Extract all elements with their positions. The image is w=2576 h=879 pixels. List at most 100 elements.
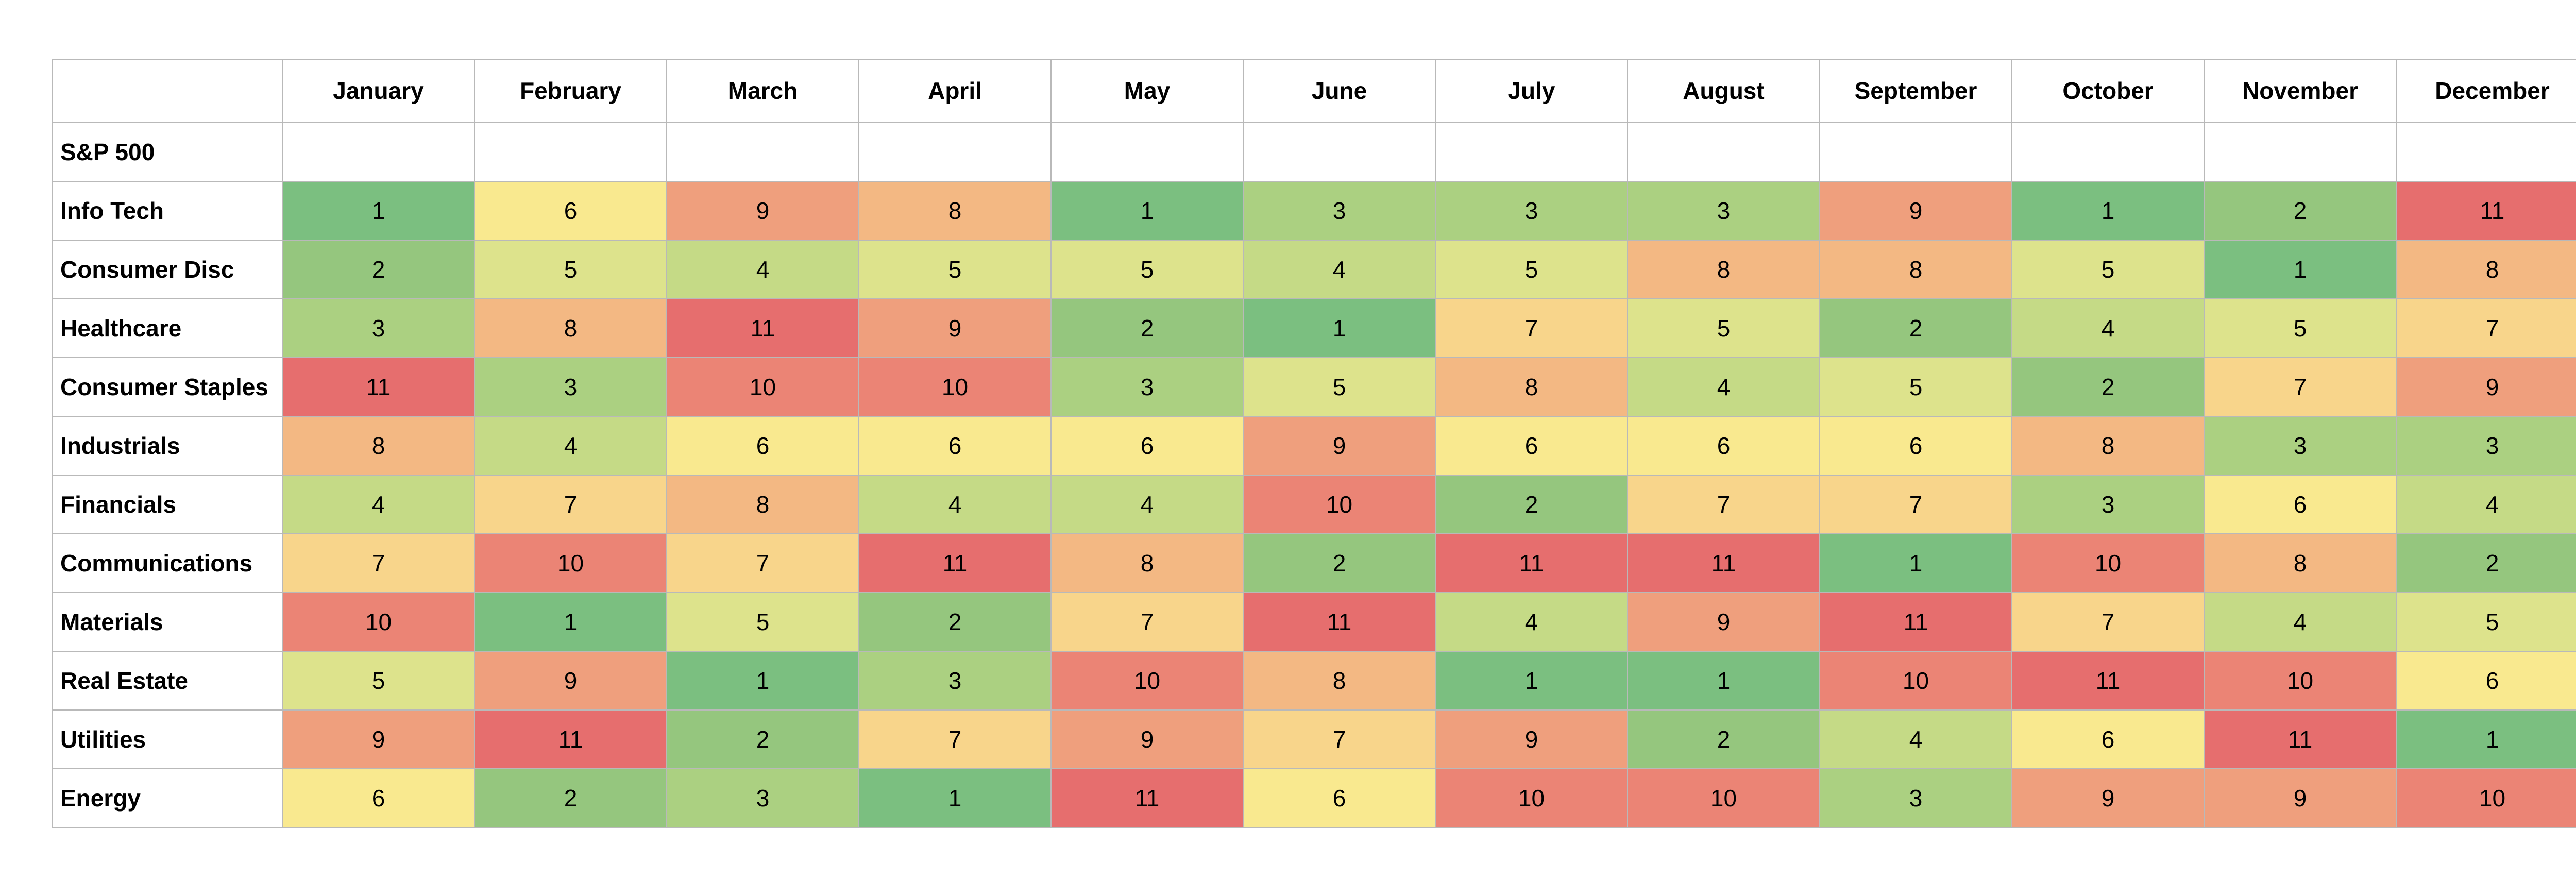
heatmap-cell: 10 <box>2396 768 2576 828</box>
column-header-january: January <box>282 59 475 123</box>
index-cell-january <box>282 122 475 182</box>
heatmap-cell: 3 <box>1050 357 1244 417</box>
index-cell-july <box>1435 122 1628 182</box>
heatmap-cell: 7 <box>1627 475 1820 534</box>
heatmap-cell: 6 <box>858 416 1052 476</box>
heatmap-cell: 5 <box>474 240 667 299</box>
heatmap-cell: 6 <box>474 181 667 241</box>
table-row: Industrials 8 4 6 6 6 9 6 6 6 8 3 3 <box>52 416 2576 476</box>
heatmap-cell: 5 <box>2396 592 2576 652</box>
index-cell-october <box>2011 122 2205 182</box>
index-cell-november <box>2204 122 2397 182</box>
heatmap-cell: 2 <box>2011 357 2205 417</box>
heatmap-cell: 3 <box>1243 181 1436 241</box>
heatmap-cell: 6 <box>2011 709 2205 769</box>
heatmap-cell: 3 <box>2011 475 2205 534</box>
heatmap-cell: 8 <box>2396 240 2576 299</box>
table-row: Healthcare 3 8 11 9 2 1 7 5 2 4 5 7 <box>52 298 2576 358</box>
heatmap-cell: 6 <box>1435 416 1628 476</box>
heatmap-cell: 1 <box>1050 181 1244 241</box>
heatmap-cell: 9 <box>1627 592 1820 652</box>
index-cell-march <box>666 122 859 182</box>
heatmap-cell: 6 <box>2396 651 2576 711</box>
column-header-february: February <box>474 59 667 123</box>
heatmap-cell: 11 <box>282 357 475 417</box>
heatmap-cell: 1 <box>1435 651 1628 711</box>
heatmap-cell: 8 <box>858 181 1052 241</box>
index-cell-may <box>1050 122 1244 182</box>
heatmap-cell: 10 <box>1050 651 1244 711</box>
heatmap-cell: 11 <box>858 533 1052 593</box>
heatmap-cell: 2 <box>1435 475 1628 534</box>
heatmap-cell: 9 <box>2011 768 2205 828</box>
heatmap-cell: 10 <box>1243 475 1436 534</box>
heatmap-cell: 1 <box>2204 240 2397 299</box>
heatmap-cell: 11 <box>1050 768 1244 828</box>
heatmap-cell: 9 <box>858 298 1052 358</box>
heatmap-cell: 3 <box>282 298 475 358</box>
heatmap-cell: 2 <box>1627 709 1820 769</box>
heatmap-cell: 5 <box>1627 298 1820 358</box>
column-header-july: July <box>1435 59 1628 123</box>
column-header-october: October <box>2011 59 2205 123</box>
table-row: Info Tech 1 6 9 8 1 3 3 3 9 1 2 11 <box>52 181 2576 241</box>
heatmap-cell: 6 <box>1050 416 1244 476</box>
heatmap-cell: 4 <box>2396 475 2576 534</box>
table-row: Energy 6 2 3 1 11 6 10 10 3 9 9 10 <box>52 768 2576 828</box>
heatmap-cell: 1 <box>1243 298 1436 358</box>
column-header-august: August <box>1627 59 1820 123</box>
heatmap-cell: 1 <box>474 592 667 652</box>
heatmap-cell: 5 <box>2011 240 2205 299</box>
heatmap-cell: 11 <box>666 298 859 358</box>
heatmap-cell: 7 <box>2396 298 2576 358</box>
heatmap-cell: 6 <box>1243 768 1436 828</box>
heatmap-cell: 5 <box>2204 298 2397 358</box>
heatmap-cell: 3 <box>2396 416 2576 476</box>
heatmap-cell: 11 <box>2204 709 2397 769</box>
heatmap-cell: 11 <box>2011 651 2205 711</box>
heatmap-cell: 6 <box>666 416 859 476</box>
heatmap-cell: 9 <box>1050 709 1244 769</box>
heatmap-cell: 5 <box>1243 357 1436 417</box>
heatmap-cell: 4 <box>1819 709 2012 769</box>
row-label: Info Tech <box>52 181 283 241</box>
table-row: Financials 4 7 8 4 4 10 2 7 7 3 6 4 <box>52 475 2576 534</box>
heatmap-cell: 3 <box>474 357 667 417</box>
column-header-december: December <box>2396 59 2576 123</box>
heatmap-cell: 7 <box>474 475 667 534</box>
heatmap-cell: 8 <box>1435 357 1628 417</box>
heatmap-cell: 5 <box>1050 240 1244 299</box>
sector-ranking-heatmap: January February March April May June July Augu… <box>52 59 2576 828</box>
heatmap-cell: 2 <box>474 768 667 828</box>
row-label: Energy <box>52 768 283 828</box>
heatmap-cell: 3 <box>858 651 1052 711</box>
heatmap-cell: 2 <box>1243 533 1436 593</box>
heatmap-cell: 7 <box>1435 298 1628 358</box>
heatmap-cell: 10 <box>1435 768 1628 828</box>
column-header-march: March <box>666 59 859 123</box>
heatmap-cell: 4 <box>2011 298 2205 358</box>
heatmap-cell: 11 <box>2396 181 2576 241</box>
heatmap-table: January February March April May June July Augu… <box>52 59 2576 828</box>
heatmap-cell: 3 <box>1627 181 1820 241</box>
heatmap-cell: 4 <box>1627 357 1820 417</box>
heatmap-cell: 6 <box>2204 475 2397 534</box>
table-row: Materials 10 1 5 2 7 11 4 9 11 7 4 5 <box>52 592 2576 652</box>
heatmap-cell: 1 <box>2011 181 2205 241</box>
heatmap-cell: 8 <box>474 298 667 358</box>
heatmap-cell: 5 <box>1819 357 2012 417</box>
heatmap-cell: 5 <box>666 592 859 652</box>
index-cell-april <box>858 122 1052 182</box>
heatmap-cell: 2 <box>1819 298 2012 358</box>
heatmap-cell: 9 <box>1435 709 1628 769</box>
heatmap-cell: 2 <box>2396 533 2576 593</box>
heatmap-cell: 10 <box>282 592 475 652</box>
heatmap-cell: 7 <box>1243 709 1436 769</box>
heatmap-cell: 4 <box>858 475 1052 534</box>
heatmap-cell: 10 <box>1627 768 1820 828</box>
header-row: January February March April May June July Augu… <box>52 59 2576 123</box>
heatmap-cell: 2 <box>2204 181 2397 241</box>
heatmap-cell: 7 <box>858 709 1052 769</box>
heatmap-cell: 9 <box>1243 416 1436 476</box>
row-label: Industrials <box>52 416 283 476</box>
